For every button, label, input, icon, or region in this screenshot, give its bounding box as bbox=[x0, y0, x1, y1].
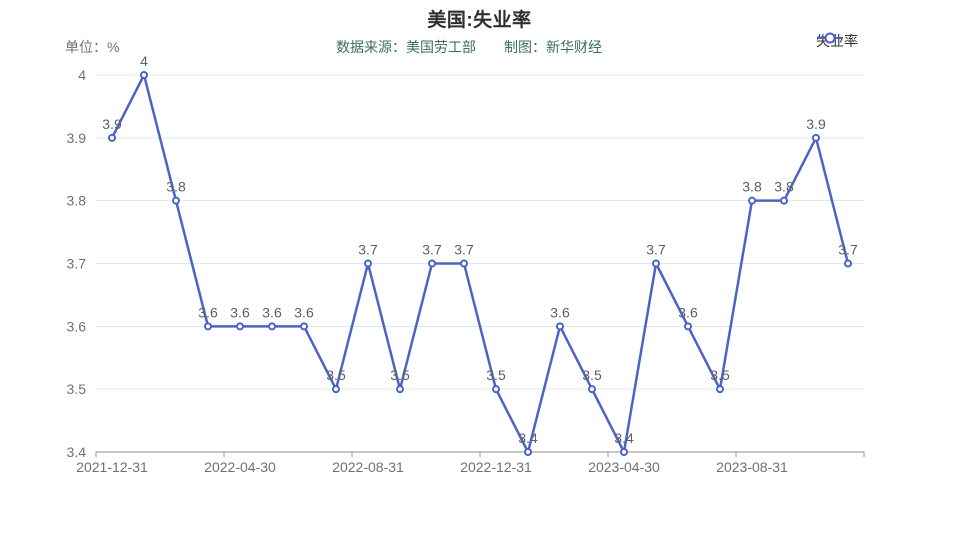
data-point-marker[interactable] bbox=[524, 448, 532, 456]
data-point-label: 4 bbox=[140, 53, 148, 69]
data-point-label: 3.6 bbox=[294, 304, 314, 320]
y-axis-tick-label: 3.6 bbox=[67, 318, 87, 334]
data-point-marker[interactable] bbox=[428, 259, 436, 268]
data-point-marker[interactable] bbox=[172, 196, 180, 205]
data-point-label: 3.5 bbox=[390, 367, 410, 383]
data-point-label: 3.7 bbox=[454, 242, 474, 258]
data-point-marker[interactable] bbox=[652, 259, 660, 268]
data-point-marker[interactable] bbox=[684, 322, 692, 331]
data-point-label: 3.5 bbox=[486, 367, 506, 383]
data-point-label: 3.8 bbox=[742, 179, 762, 195]
data-point-marker[interactable] bbox=[748, 196, 756, 205]
y-axis-tick-label: 3.4 bbox=[67, 444, 87, 460]
data-point-label: 3.4 bbox=[518, 430, 538, 446]
data-point-marker[interactable] bbox=[332, 385, 340, 394]
data-point-marker[interactable] bbox=[140, 71, 148, 79]
credit-label: 制图：新华财经 bbox=[504, 39, 602, 55]
chart-title: 美国:失业率 bbox=[427, 10, 532, 31]
data-point-marker[interactable] bbox=[780, 196, 788, 205]
data-point-marker[interactable] bbox=[364, 259, 372, 268]
data-point-label: 3.6 bbox=[230, 304, 250, 320]
data-point-label: 3.5 bbox=[582, 367, 602, 383]
x-axis-tick-label: 2023-04-30 bbox=[588, 459, 660, 475]
y-axis-tick-label: 3.9 bbox=[67, 130, 87, 146]
x-axis-tick-label: 2022-08-31 bbox=[332, 459, 404, 475]
data-point-marker[interactable] bbox=[620, 448, 628, 456]
data-point-label: 3.9 bbox=[806, 116, 826, 132]
legend-item-unemployment-rate[interactable]: 失业率 bbox=[816, 31, 858, 51]
x-axis-tick-label: 2021-12-31 bbox=[76, 459, 148, 475]
y-axis-tick-label: 3.7 bbox=[67, 256, 87, 272]
data-point-label: 3.7 bbox=[422, 242, 442, 258]
x-axis-tick-label: 2022-12-31 bbox=[460, 459, 532, 475]
data-point-label: 3.6 bbox=[262, 304, 282, 320]
data-point-marker[interactable] bbox=[236, 322, 244, 331]
data-source-label: 数据来源：美国劳工部 bbox=[336, 39, 476, 55]
data-point-label: 3.5 bbox=[326, 367, 346, 383]
data-point-marker[interactable] bbox=[396, 385, 404, 394]
data-point-label: 3.6 bbox=[678, 304, 698, 320]
y-axis-tick-label: 3.8 bbox=[67, 193, 87, 209]
data-point-marker[interactable] bbox=[556, 322, 564, 331]
data-point-label: 3.6 bbox=[198, 304, 218, 320]
series-line bbox=[110, 73, 850, 454]
data-point-label: 3.7 bbox=[646, 242, 666, 258]
y-axis-tick-label: 3.5 bbox=[67, 381, 87, 397]
data-point-marker[interactable] bbox=[460, 259, 468, 268]
data-point-marker[interactable] bbox=[204, 322, 212, 331]
data-point-label: 3.8 bbox=[166, 179, 186, 195]
data-point-marker[interactable] bbox=[268, 322, 276, 331]
y-axis-tick-label: 4 bbox=[78, 67, 86, 83]
unit-label: 单位：% bbox=[65, 39, 120, 55]
data-point-marker[interactable] bbox=[716, 385, 724, 394]
data-point-label: 3.6 bbox=[550, 304, 570, 320]
data-point-marker[interactable] bbox=[812, 133, 820, 142]
line-marker-icon bbox=[817, 32, 843, 44]
data-point-marker[interactable] bbox=[492, 385, 500, 394]
meta-row: 数据来源：美国劳工部 制图：新华财经 bbox=[336, 37, 602, 57]
data-point-label: 3.4 bbox=[614, 430, 634, 446]
data-point-marker[interactable] bbox=[844, 259, 852, 268]
data-point-marker[interactable] bbox=[108, 133, 116, 142]
data-point-label: 3.7 bbox=[358, 242, 378, 258]
data-point-marker[interactable] bbox=[300, 322, 308, 331]
x-axis-tick-label: 2022-04-30 bbox=[204, 459, 276, 475]
data-point-marker[interactable] bbox=[588, 385, 596, 394]
data-point-label: 3.9 bbox=[102, 116, 122, 132]
data-point-label: 3.7 bbox=[838, 242, 858, 258]
x-axis-tick-label: 2023-08-31 bbox=[716, 459, 788, 475]
data-point-label: 3.5 bbox=[710, 367, 730, 383]
data-point-label: 3.8 bbox=[774, 179, 794, 195]
